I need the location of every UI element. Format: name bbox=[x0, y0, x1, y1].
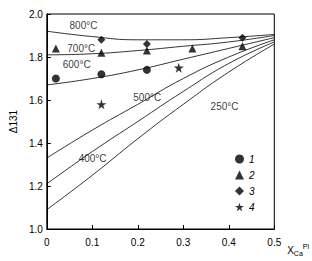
svg-text:0.2: 0.2 bbox=[131, 237, 145, 248]
svg-text:X: X bbox=[287, 245, 294, 256]
svg-text:500°C: 500°C bbox=[133, 92, 161, 103]
svg-text:1.6: 1.6 bbox=[29, 95, 43, 106]
svg-text:250°C: 250°C bbox=[211, 101, 239, 112]
svg-text:1.0: 1.0 bbox=[29, 224, 43, 235]
svg-text:1: 1 bbox=[249, 154, 255, 165]
svg-text:2.0: 2.0 bbox=[29, 9, 43, 20]
svg-text:Δ131: Δ131 bbox=[8, 109, 19, 133]
svg-text:4: 4 bbox=[249, 202, 255, 213]
svg-text:1.8: 1.8 bbox=[29, 52, 43, 63]
svg-text:600°C: 600°C bbox=[63, 59, 91, 70]
svg-text:0.1: 0.1 bbox=[85, 237, 99, 248]
svg-text:1.4: 1.4 bbox=[29, 138, 43, 149]
svg-text:0: 0 bbox=[44, 237, 50, 248]
svg-text:1.2: 1.2 bbox=[29, 181, 43, 192]
svg-text:3: 3 bbox=[249, 186, 255, 197]
svg-text:400°C: 400°C bbox=[79, 153, 107, 164]
svg-text:0.4: 0.4 bbox=[222, 237, 236, 248]
svg-text:Pl: Pl bbox=[303, 243, 310, 250]
svg-text:0.5: 0.5 bbox=[267, 237, 281, 248]
svg-text:800°C: 800°C bbox=[70, 20, 98, 31]
svg-text:2: 2 bbox=[248, 170, 255, 181]
svg-text:0.3: 0.3 bbox=[176, 237, 190, 248]
svg-text:700°C: 700°C bbox=[67, 43, 95, 54]
svg-text:Ca: Ca bbox=[294, 250, 303, 257]
